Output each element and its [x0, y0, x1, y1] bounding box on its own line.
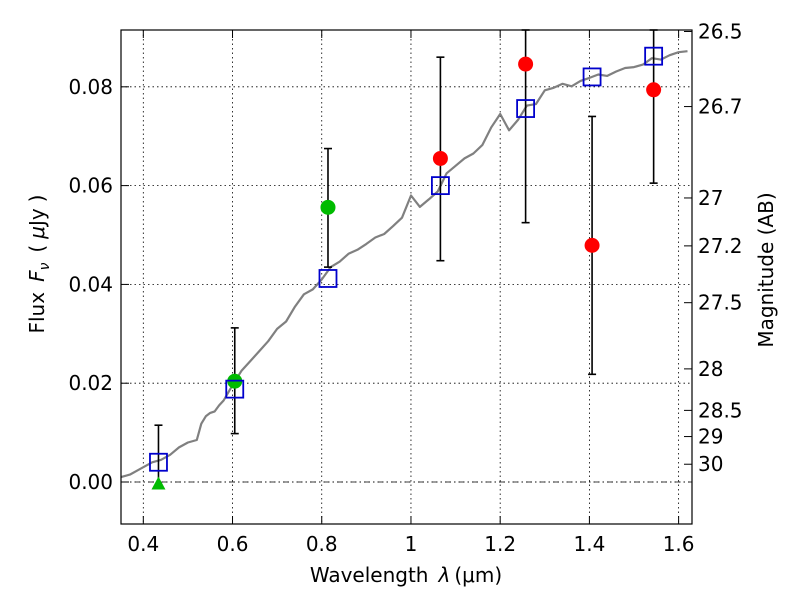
y-tick-label: 0.02 [68, 371, 113, 395]
y-tick-label: 0.08 [68, 75, 113, 99]
observed-point [584, 237, 600, 253]
observed-point [518, 56, 534, 72]
right-tick-label: 28 [698, 357, 723, 381]
grid-lines [121, 30, 692, 524]
x-axis-label: Wavelength λ (μm) [310, 563, 502, 587]
right-tick-label: 26.7 [698, 95, 743, 119]
right-tick-label: 26.5 [698, 19, 743, 43]
model-bandpass-point [225, 379, 245, 399]
observed-point [320, 199, 336, 215]
y-axis-left-label: FluxFν(μJy) [25, 194, 53, 333]
model-bandpass-point [582, 67, 602, 87]
right-tick-label: 28.5 [698, 398, 743, 422]
y-tick-label: 0.04 [68, 272, 113, 296]
x-tick-label: 0.4 [127, 532, 159, 556]
error-bars-group [154, 29, 658, 488]
x-tick-label: 1 [405, 532, 418, 556]
right-tick-label: 27.5 [698, 291, 743, 315]
model-bandpass-point [149, 452, 168, 472]
plot-frame [120, 29, 693, 525]
model-bandpass-point [516, 99, 536, 118]
model-sed-line [120, 50, 688, 479]
y-tick-label: 0.06 [68, 174, 113, 198]
right-tick-label: 27 [698, 186, 723, 210]
observed-point [646, 82, 662, 98]
model-sed-group [120, 50, 688, 479]
markers-group [149, 46, 664, 490]
x-tick-label: 1.2 [484, 532, 516, 556]
x-tick-label: 1.6 [663, 532, 695, 556]
model-bandpass-point [644, 46, 664, 66]
observed-point [432, 150, 448, 166]
x-tick-label: 0.8 [306, 532, 338, 556]
right-tick-label: 30 [698, 452, 723, 476]
upper-limit-point [151, 476, 166, 490]
right-tick-label: 27.2 [698, 234, 743, 258]
x-tick-label: 1.4 [573, 532, 605, 556]
model-bandpass-point [431, 176, 450, 196]
model-bandpass-point [318, 269, 338, 288]
ticks-group: 0.4 0.6 0.8 1 1.2 1.4 1.6 0.00 0.02 0.04 0.06 0.08 2… [68, 19, 742, 556]
right-tick-label: 29 [698, 425, 723, 449]
y-axis-right-label: Magnitude (AB) [754, 192, 778, 347]
x-tick-label: 0.6 [217, 532, 249, 556]
y-tick-label: 0.00 [68, 470, 113, 494]
